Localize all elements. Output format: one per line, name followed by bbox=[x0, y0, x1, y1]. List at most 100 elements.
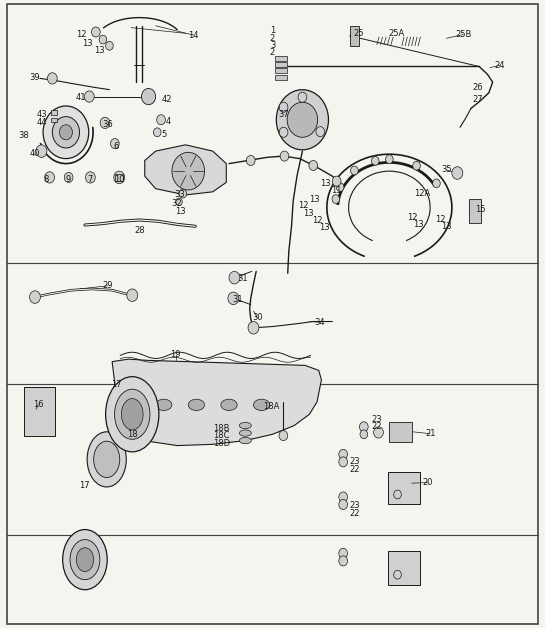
Text: 2: 2 bbox=[270, 48, 275, 57]
Circle shape bbox=[332, 176, 341, 186]
Text: 2: 2 bbox=[270, 34, 275, 43]
Text: 25A: 25A bbox=[389, 29, 404, 38]
Ellipse shape bbox=[114, 389, 150, 440]
Bar bbox=[116, 173, 123, 181]
Circle shape bbox=[114, 171, 125, 183]
Text: 4: 4 bbox=[166, 117, 171, 126]
Ellipse shape bbox=[221, 399, 237, 411]
Circle shape bbox=[279, 431, 288, 441]
Circle shape bbox=[36, 145, 47, 158]
Text: 12: 12 bbox=[312, 216, 323, 225]
Circle shape bbox=[279, 102, 288, 112]
Circle shape bbox=[350, 166, 358, 175]
Ellipse shape bbox=[239, 430, 251, 436]
Text: 31: 31 bbox=[237, 274, 248, 283]
Circle shape bbox=[59, 125, 72, 140]
Ellipse shape bbox=[253, 399, 270, 411]
Text: 40: 40 bbox=[29, 149, 40, 158]
Circle shape bbox=[372, 156, 379, 165]
Polygon shape bbox=[145, 145, 226, 195]
Ellipse shape bbox=[94, 441, 120, 477]
Text: 43: 43 bbox=[36, 111, 47, 119]
Text: 36: 36 bbox=[102, 121, 113, 129]
Ellipse shape bbox=[76, 548, 94, 571]
Text: 38: 38 bbox=[19, 131, 29, 140]
Text: 29: 29 bbox=[102, 281, 113, 290]
Circle shape bbox=[279, 127, 288, 138]
Text: 33: 33 bbox=[175, 190, 185, 200]
Text: 23: 23 bbox=[350, 457, 360, 467]
FancyBboxPatch shape bbox=[388, 472, 420, 504]
Text: 1: 1 bbox=[270, 26, 275, 35]
Circle shape bbox=[179, 189, 186, 198]
Text: 12: 12 bbox=[435, 215, 445, 224]
Text: 13: 13 bbox=[441, 222, 452, 230]
Circle shape bbox=[248, 322, 259, 334]
Text: 35: 35 bbox=[441, 165, 452, 175]
Circle shape bbox=[43, 106, 89, 159]
Ellipse shape bbox=[239, 438, 251, 444]
Circle shape bbox=[287, 102, 318, 138]
Text: 22: 22 bbox=[350, 509, 360, 517]
Text: 42: 42 bbox=[161, 95, 172, 104]
Circle shape bbox=[45, 172, 55, 183]
Circle shape bbox=[393, 490, 401, 499]
Circle shape bbox=[154, 128, 161, 137]
Bar bbox=[275, 62, 287, 67]
Circle shape bbox=[47, 73, 57, 84]
Text: 14: 14 bbox=[189, 31, 199, 40]
Text: 21: 21 bbox=[425, 429, 435, 438]
Circle shape bbox=[385, 155, 393, 164]
Circle shape bbox=[309, 161, 318, 171]
Text: 8: 8 bbox=[43, 175, 49, 185]
Circle shape bbox=[280, 151, 289, 161]
Text: 13: 13 bbox=[303, 209, 314, 219]
Text: 44: 44 bbox=[36, 118, 47, 127]
Text: 17: 17 bbox=[79, 481, 90, 490]
Circle shape bbox=[127, 289, 138, 301]
Bar bbox=[275, 68, 287, 73]
Circle shape bbox=[229, 271, 240, 284]
Circle shape bbox=[339, 556, 348, 566]
Text: 37: 37 bbox=[278, 110, 289, 119]
Circle shape bbox=[433, 179, 440, 188]
Ellipse shape bbox=[70, 539, 100, 580]
Bar bbox=[275, 56, 287, 61]
Text: 13: 13 bbox=[319, 223, 330, 232]
Circle shape bbox=[339, 499, 348, 509]
Text: 24: 24 bbox=[494, 61, 505, 70]
Text: 25: 25 bbox=[353, 29, 364, 38]
Ellipse shape bbox=[188, 399, 204, 411]
Text: 22: 22 bbox=[371, 422, 382, 431]
Text: 23: 23 bbox=[371, 414, 382, 424]
Text: 12: 12 bbox=[408, 213, 418, 222]
FancyBboxPatch shape bbox=[388, 551, 420, 585]
Text: 18C: 18C bbox=[213, 431, 229, 440]
Text: 15: 15 bbox=[475, 205, 486, 214]
Circle shape bbox=[413, 161, 420, 170]
Circle shape bbox=[360, 422, 368, 432]
Bar bbox=[469, 199, 481, 223]
Circle shape bbox=[29, 291, 40, 303]
Circle shape bbox=[228, 292, 239, 305]
Text: 32: 32 bbox=[172, 199, 182, 208]
Polygon shape bbox=[112, 359, 322, 446]
Bar bbox=[350, 26, 360, 46]
Circle shape bbox=[339, 450, 348, 459]
Circle shape bbox=[298, 92, 307, 102]
Ellipse shape bbox=[122, 399, 143, 430]
Text: 20: 20 bbox=[423, 478, 433, 487]
Text: 18D: 18D bbox=[213, 438, 230, 448]
Ellipse shape bbox=[156, 399, 172, 411]
Circle shape bbox=[393, 570, 401, 579]
Text: 13: 13 bbox=[320, 179, 331, 188]
Text: 28: 28 bbox=[134, 225, 144, 234]
Circle shape bbox=[336, 183, 344, 192]
Circle shape bbox=[142, 89, 156, 105]
Text: 11: 11 bbox=[331, 186, 341, 195]
Text: 12: 12 bbox=[76, 30, 87, 39]
Circle shape bbox=[276, 90, 329, 150]
Text: 31: 31 bbox=[232, 295, 243, 304]
Text: 23: 23 bbox=[350, 501, 360, 510]
Circle shape bbox=[316, 127, 325, 137]
